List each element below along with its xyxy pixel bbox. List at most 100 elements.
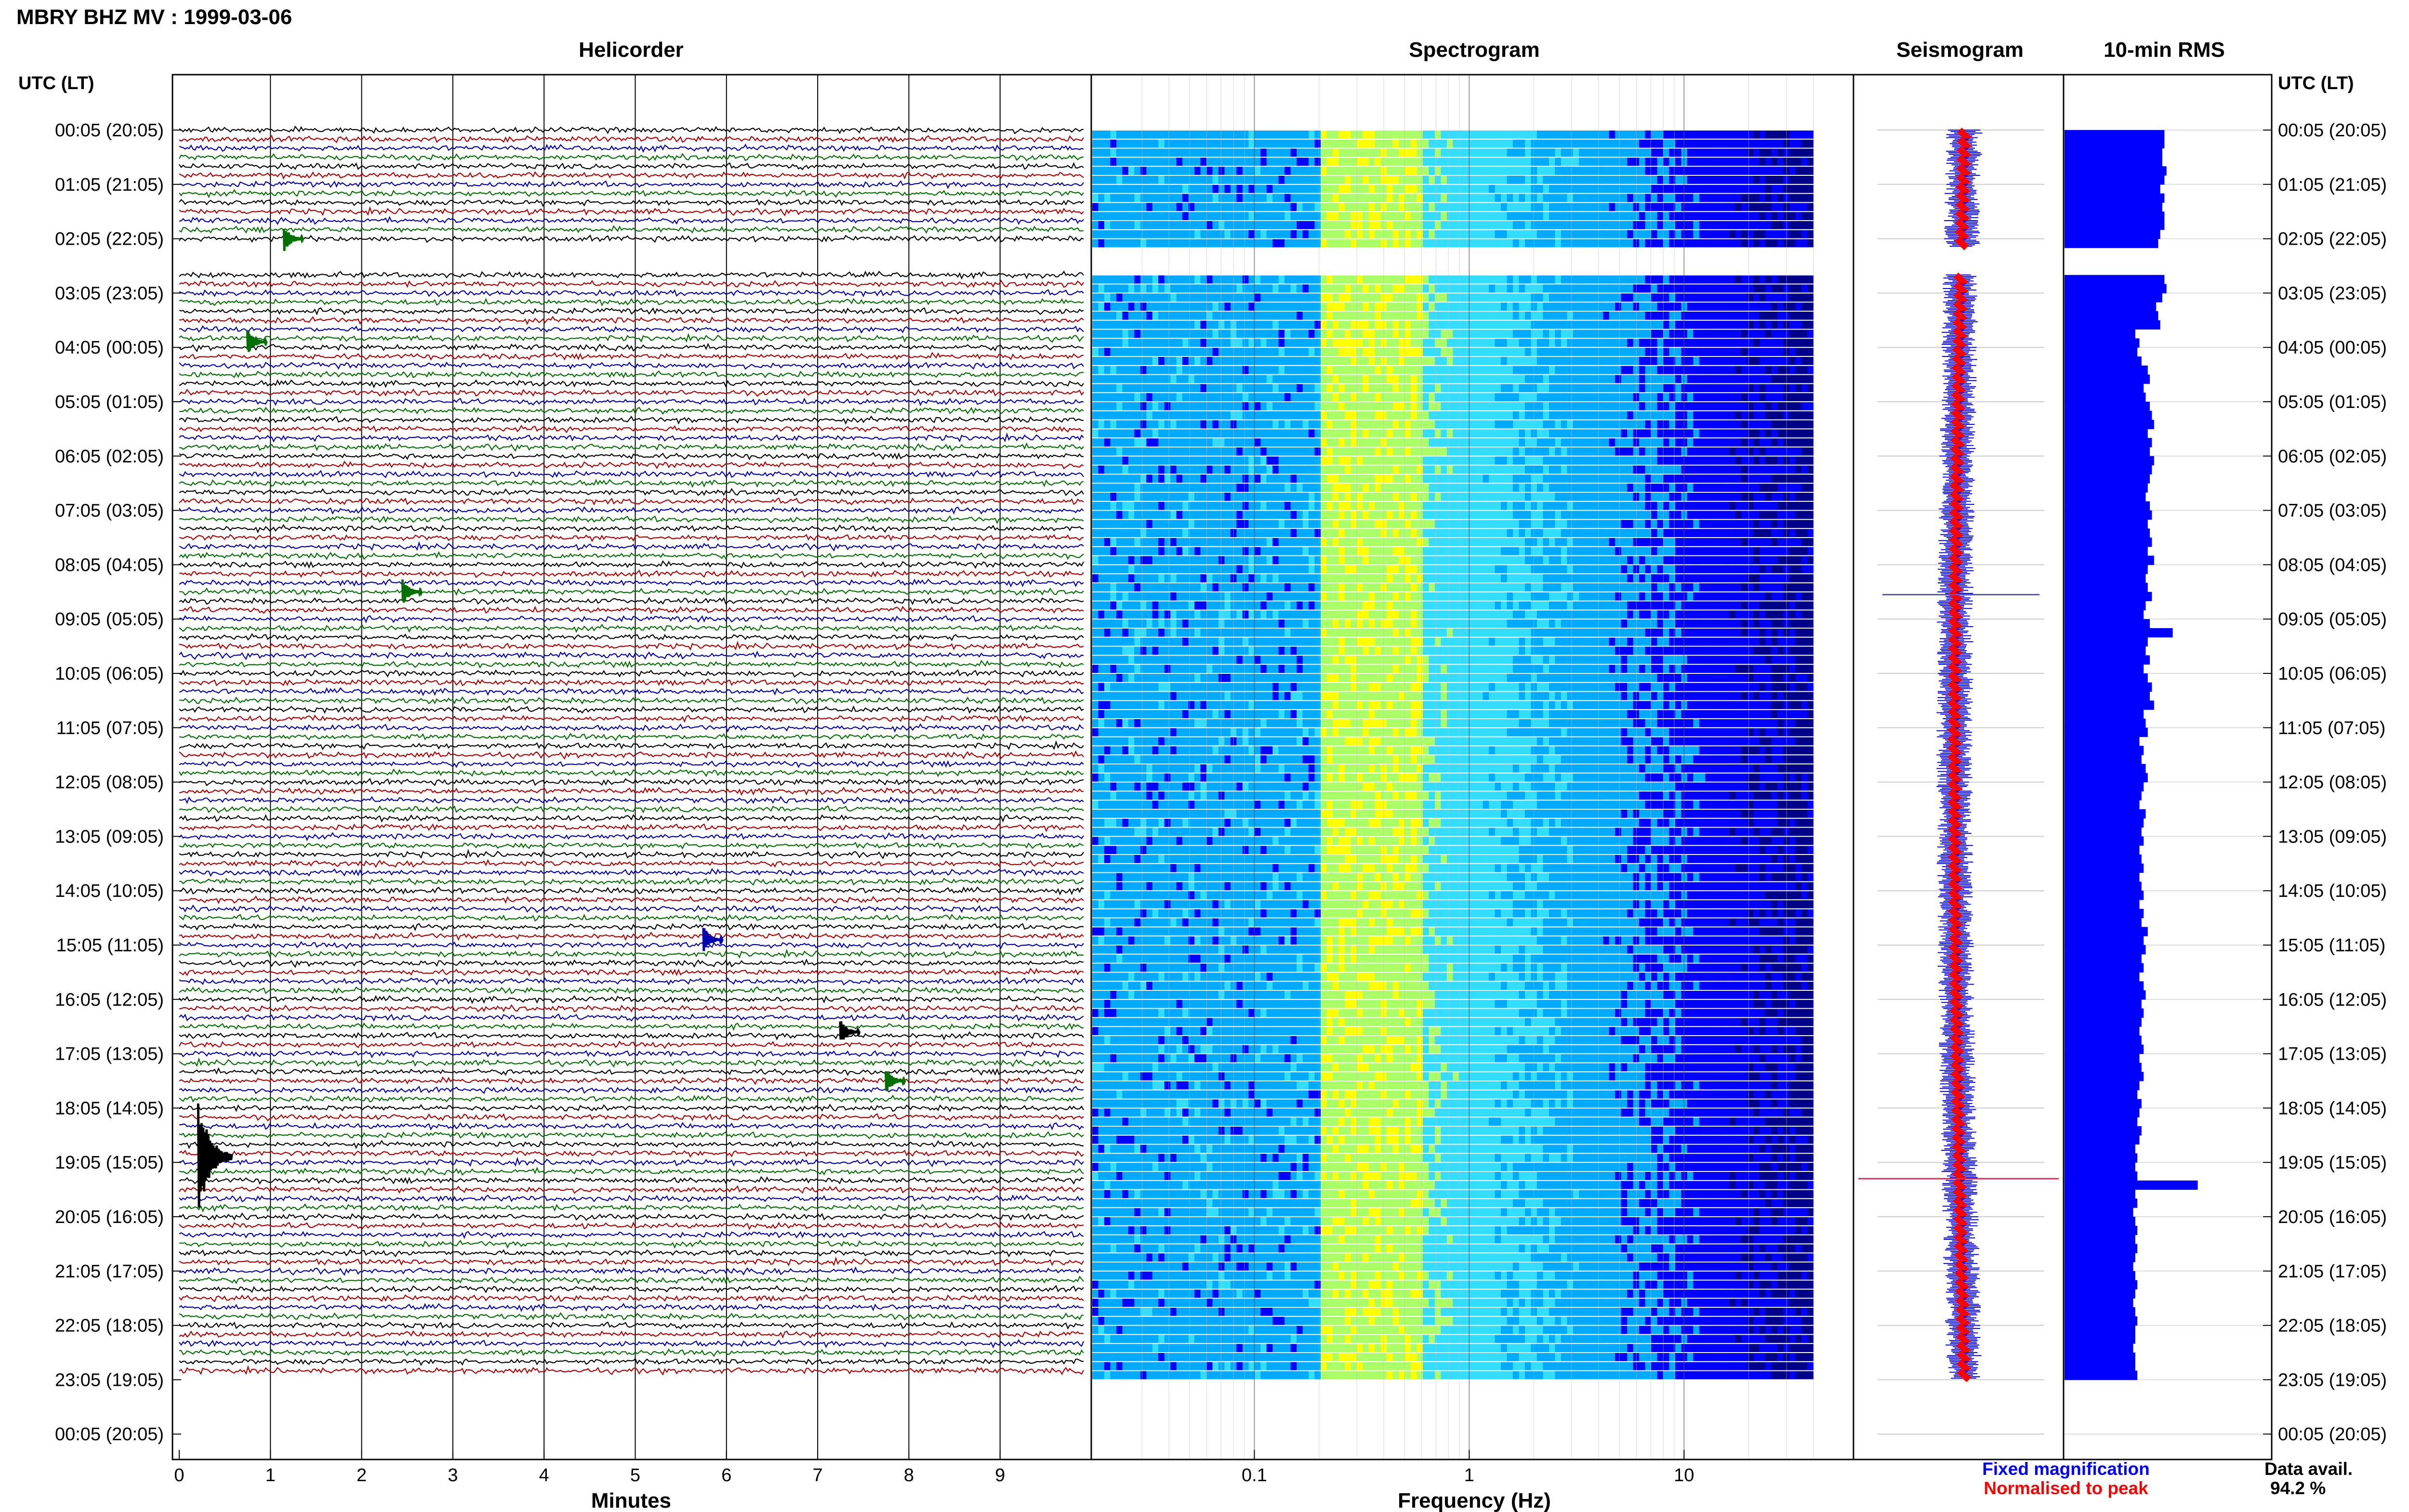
spectrogram-cell (1765, 184, 1772, 193)
spectrogram-cell (1591, 320, 1598, 329)
spectrogram-cell (1332, 447, 1339, 456)
spectrogram-cell (1747, 429, 1754, 438)
spectrogram-cell (1146, 493, 1153, 501)
spectrogram-cell (1501, 447, 1508, 456)
spectrogram-cell (1747, 230, 1754, 238)
spectrogram-cell (1399, 194, 1405, 202)
spectrogram-cell (1495, 375, 1501, 383)
spectrogram-cell (1465, 339, 1471, 347)
spectrogram-row (1092, 511, 1814, 519)
spectrogram-cell (1591, 484, 1598, 492)
spectrogram-cell (1585, 474, 1591, 483)
spectrogram-cell (1537, 212, 1544, 220)
spectrogram-cell (1621, 402, 1628, 410)
spectrogram-cell (1212, 384, 1219, 393)
spectrogram-cell (1723, 465, 1730, 474)
spectrogram-cell (1314, 411, 1321, 420)
spectrogram-cell (1621, 293, 1628, 302)
spectrogram-cell (1543, 131, 1549, 139)
spectrogram-cell (1321, 429, 1327, 438)
spectrogram-cell (1543, 501, 1549, 510)
spectrogram-cell (1122, 139, 1129, 148)
spectrogram-cell (1482, 375, 1489, 383)
spectrogram-cell (1645, 520, 1652, 528)
spectrogram-cell (1297, 438, 1303, 447)
spectrogram-cell (1260, 320, 1267, 329)
spectrogram-cell (1092, 366, 1099, 374)
spectrogram-cell (1801, 194, 1808, 202)
spectrogram-cell (1152, 456, 1159, 465)
spectrogram-cell (1356, 329, 1363, 338)
spectrogram-cell (1573, 511, 1579, 519)
spectrogram-cell (1146, 284, 1153, 293)
spectrogram-cell (1621, 384, 1628, 393)
spectrogram-cell (1302, 230, 1309, 238)
spectrogram-cell (1747, 484, 1754, 492)
spectrogram-cell (1170, 420, 1177, 429)
spectrogram-cell (1723, 375, 1730, 383)
spectrogram-cell (1807, 339, 1814, 347)
spectrogram-cell (1200, 230, 1207, 238)
spectrogram-cell (1759, 221, 1766, 229)
spectrogram-cell (1363, 176, 1369, 184)
spectrogram-cell (1284, 167, 1291, 175)
spectrogram-cell (1446, 384, 1453, 393)
spectrogram-cell (1200, 465, 1207, 474)
spectrogram-cell (1411, 429, 1417, 438)
spectrogram-cell (1477, 520, 1483, 528)
spectrogram-cell (1350, 139, 1357, 148)
spectrogram-cell (1128, 320, 1135, 329)
spectrogram-cell (1128, 158, 1135, 166)
spectrogram-row (1092, 348, 1814, 356)
spectrogram-cell (1104, 474, 1111, 483)
spectrogram-cell (1705, 384, 1712, 393)
spectrogram-cell (1399, 429, 1405, 438)
spectrogram-cell (1597, 329, 1603, 338)
spectrogram-cell (1194, 293, 1201, 302)
spectrogram-cell (1278, 420, 1285, 429)
spectrogram-cell (1272, 221, 1279, 229)
spectrogram-cell (1561, 131, 1567, 139)
spectrogram-cell (1705, 456, 1712, 465)
spectrogram-cell (1321, 411, 1327, 420)
spectrogram-cell (1254, 293, 1261, 302)
spectrogram-cell (1170, 411, 1177, 420)
spectrogram-cell (1242, 275, 1249, 284)
spectrogram-cell (1807, 275, 1814, 284)
spectrogram-cell (1116, 456, 1123, 465)
spectrogram-cell (1609, 366, 1615, 374)
spectrogram-cell (1537, 420, 1544, 429)
spectrogram-cell (1609, 139, 1615, 148)
spectrogram-cell (1470, 293, 1477, 302)
spectrogram-cell (1272, 511, 1279, 519)
spectrogram-cell (1585, 302, 1591, 311)
spectrogram-cell (1356, 393, 1363, 401)
spectrogram-cell (1675, 456, 1681, 465)
spectrogram-cell (1465, 158, 1471, 166)
spectrogram-cell (1200, 366, 1207, 374)
spectrogram-cell (1693, 384, 1700, 393)
spectrogram-cell (1092, 375, 1099, 383)
spectrogram-cell (1807, 176, 1814, 184)
spectrogram-cell (1513, 184, 1520, 193)
spectrogram-cell (1212, 420, 1219, 429)
spectrogram-cell (1290, 230, 1297, 238)
spectrogram-cell (1705, 402, 1712, 410)
spectrogram-cell (1260, 293, 1267, 302)
spectrogram-cell (1387, 438, 1393, 447)
spectrogram-cell (1368, 474, 1375, 483)
spectrogram-cell (1801, 275, 1808, 284)
spectrogram-cell (1717, 320, 1724, 329)
spectrogram-cell (1482, 520, 1489, 528)
spectrogram-cell (1615, 456, 1622, 465)
spectrogram-cell (1411, 520, 1417, 528)
spectrogram-cell (1753, 167, 1760, 175)
spectrogram-cell (1321, 375, 1327, 383)
spectrogram-cell (1621, 184, 1628, 193)
spectrogram-cell (1194, 411, 1201, 420)
spectrogram-cell (1368, 420, 1375, 429)
spectrogram-cell (1543, 402, 1549, 410)
spectrogram-cell (1164, 493, 1171, 501)
spectrogram-cell (1356, 158, 1363, 166)
spectrogram-cell (1314, 474, 1321, 483)
